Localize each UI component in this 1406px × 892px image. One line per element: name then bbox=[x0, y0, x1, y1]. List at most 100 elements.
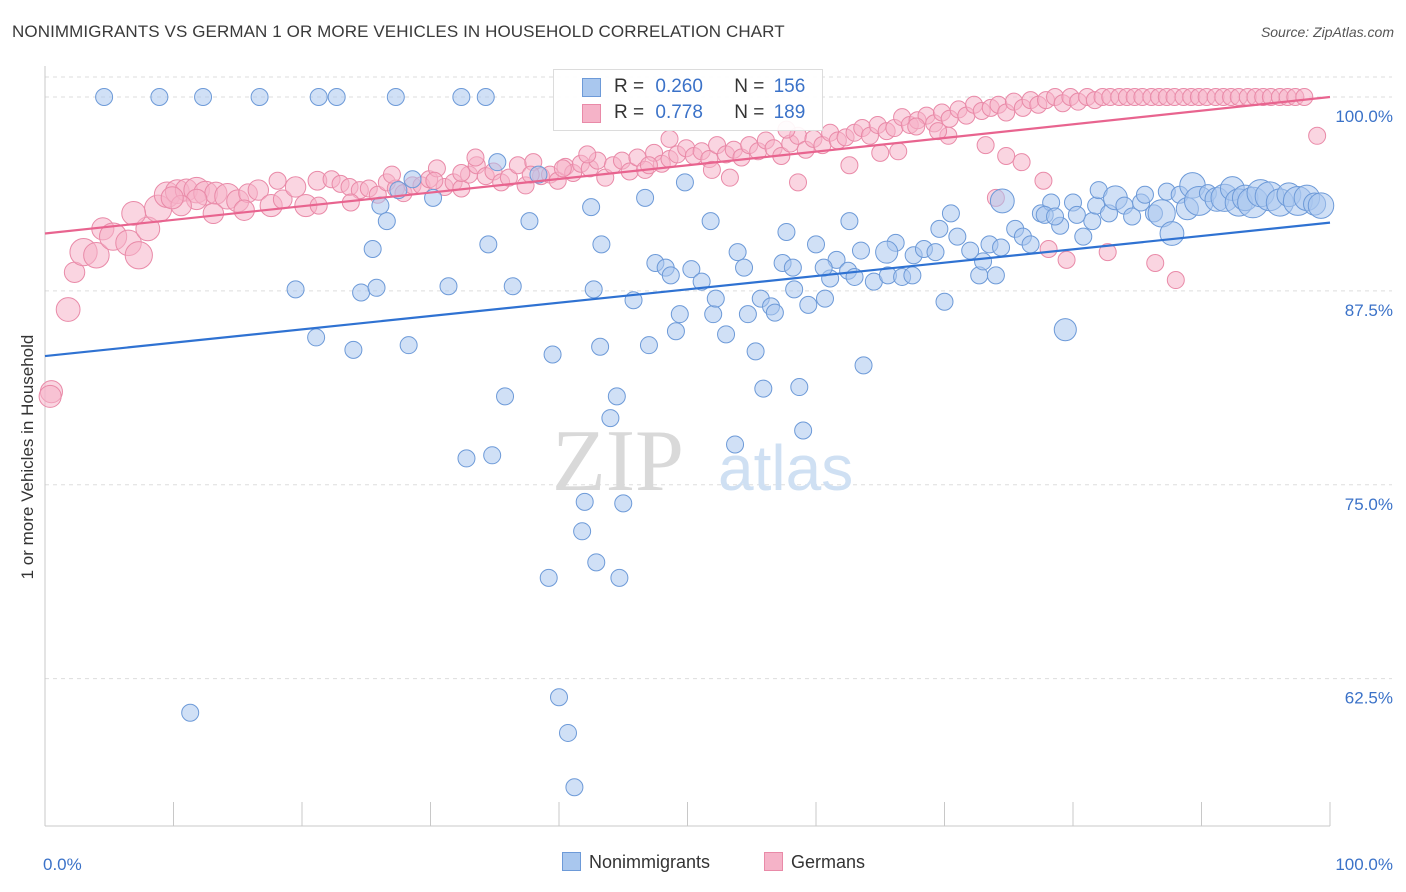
german-point bbox=[660, 129, 679, 148]
nonimmigrant-point bbox=[851, 241, 870, 260]
legend-n-value: 189 bbox=[773, 102, 806, 123]
nonimmigrant-point bbox=[1046, 207, 1065, 226]
nonimmigrant-point bbox=[974, 252, 993, 271]
nonimmigrant-point bbox=[875, 240, 899, 264]
nonimmigrant-point bbox=[539, 568, 558, 587]
nonimmigrant-point bbox=[592, 235, 611, 254]
german-point bbox=[1034, 171, 1053, 190]
chart-title: NONIMMIGRANTS VS GERMAN 1 OR MORE VEHICL… bbox=[12, 22, 785, 41]
nonimmigrant-point bbox=[1053, 318, 1077, 342]
nonimmigrant-point bbox=[717, 325, 736, 344]
german-point bbox=[247, 179, 270, 201]
german-point bbox=[578, 145, 597, 164]
nonimmigrant-point bbox=[930, 219, 949, 238]
germans-points bbox=[38, 88, 1327, 408]
nonimmigrant-point bbox=[367, 278, 386, 297]
legend-r-value: 0.260 bbox=[655, 76, 703, 97]
nonimmigrant-point bbox=[558, 723, 577, 742]
legend-n-label: N = bbox=[734, 102, 765, 123]
nonimmigrant-point bbox=[840, 212, 859, 231]
nonimmigrant-point bbox=[286, 280, 305, 299]
nonimmigrant-point bbox=[1021, 235, 1040, 254]
nonimmigrant-point bbox=[926, 243, 945, 262]
nonimmigrant-point bbox=[479, 235, 498, 254]
nonimmigrant-point bbox=[948, 227, 967, 246]
nonimmigrant-point bbox=[692, 272, 711, 291]
nonimmigrant-point bbox=[584, 280, 603, 299]
nonimmigrant-point bbox=[661, 266, 680, 285]
nonimmigrant-point bbox=[587, 553, 606, 572]
nonimmigrant-point bbox=[614, 494, 633, 513]
german-point bbox=[382, 165, 401, 184]
german-point bbox=[871, 143, 890, 162]
nonimmigrant-point bbox=[352, 283, 371, 302]
bottom-legend-swatch-blue bbox=[562, 852, 581, 871]
nonimmigrant-point bbox=[389, 181, 408, 200]
nonimmigrant-point bbox=[309, 88, 328, 107]
nonimmigrant-point bbox=[377, 212, 396, 231]
x-tick-label-end: 100.0% bbox=[1335, 855, 1393, 874]
nonimmigrant-point bbox=[941, 204, 960, 223]
nonimmigrant-point bbox=[363, 240, 382, 259]
german-point bbox=[553, 159, 572, 178]
nonimmigrant-point bbox=[565, 778, 584, 797]
trend-line bbox=[44, 221, 1331, 358]
nonimmigrant-point bbox=[403, 170, 422, 189]
german-point bbox=[1295, 88, 1314, 107]
nonimmigrant-point bbox=[666, 322, 685, 341]
nonimmigrant-point bbox=[607, 387, 626, 406]
nonimmigrant-point bbox=[790, 378, 809, 397]
nonimmigrant-point bbox=[794, 421, 813, 440]
y-tick-label: 75.0% bbox=[1345, 495, 1393, 514]
nonimmigrant-point bbox=[701, 212, 720, 231]
nonimmigrant-point bbox=[1083, 212, 1102, 231]
nonimmigrant-point bbox=[399, 336, 418, 355]
correlation-legend: R = 0.260 N = 156 R = 0.778 N = 189 bbox=[553, 69, 823, 131]
nonimmigrant-point bbox=[529, 165, 548, 184]
nonimmigrant-point bbox=[476, 88, 495, 107]
y-tick-label: 100.0% bbox=[1335, 107, 1393, 126]
nonimmigrant-point bbox=[307, 328, 326, 347]
nonimmigrant-point bbox=[935, 292, 954, 311]
legend-swatch-pink bbox=[582, 104, 601, 123]
nonimmigrant-point bbox=[371, 196, 390, 215]
nonimmigrant-point bbox=[601, 409, 620, 428]
nonimmigrant-point bbox=[675, 173, 694, 192]
nonimmigrant-point bbox=[1159, 221, 1185, 246]
nonimmigrant-point bbox=[854, 356, 873, 375]
nonimmigrant-point bbox=[777, 222, 796, 241]
german-point bbox=[499, 168, 518, 187]
nonimmigrant-point bbox=[992, 238, 1011, 257]
tick-labels: 100.0% 87.5% 75.0% 62.5% 0.0% 100.0% bbox=[43, 107, 1393, 874]
german-point bbox=[425, 171, 444, 190]
bottom-legend-germans: Germans bbox=[764, 852, 865, 873]
german-point bbox=[889, 142, 908, 161]
german-point bbox=[702, 160, 721, 179]
nonimmigrant-point bbox=[150, 88, 169, 107]
german-point bbox=[840, 156, 859, 175]
trend-line bbox=[44, 95, 1331, 235]
y-tick-label: 87.5% bbox=[1345, 301, 1393, 320]
legend-n-value: 156 bbox=[773, 76, 806, 97]
nonimmigrant-point bbox=[386, 88, 405, 107]
nonimmigrant-point bbox=[496, 387, 515, 406]
nonimmigrant-point bbox=[520, 212, 539, 231]
nonimmigrant-point bbox=[783, 258, 802, 277]
german-point bbox=[202, 202, 225, 225]
nonimmigrant-point bbox=[610, 568, 629, 587]
trend-lines bbox=[44, 95, 1331, 358]
german-point bbox=[38, 384, 62, 408]
nonimmigrant-point bbox=[344, 340, 363, 359]
nonimmigrant-point bbox=[439, 277, 458, 296]
german-point bbox=[976, 136, 995, 155]
nonimmigrant-point bbox=[543, 345, 562, 364]
nonimmigrant-point bbox=[636, 188, 655, 207]
legend-swatch-blue bbox=[582, 78, 601, 97]
bottom-legend-label: Nonimmigrants bbox=[589, 852, 711, 872]
watermark-zip: ZIP bbox=[552, 413, 684, 510]
nonimmigrant-point bbox=[457, 449, 476, 468]
german-point bbox=[639, 156, 658, 175]
nonimmigrant-point bbox=[765, 303, 784, 322]
bottom-legend-nonimmigrants: Nonimmigrants bbox=[562, 852, 710, 873]
